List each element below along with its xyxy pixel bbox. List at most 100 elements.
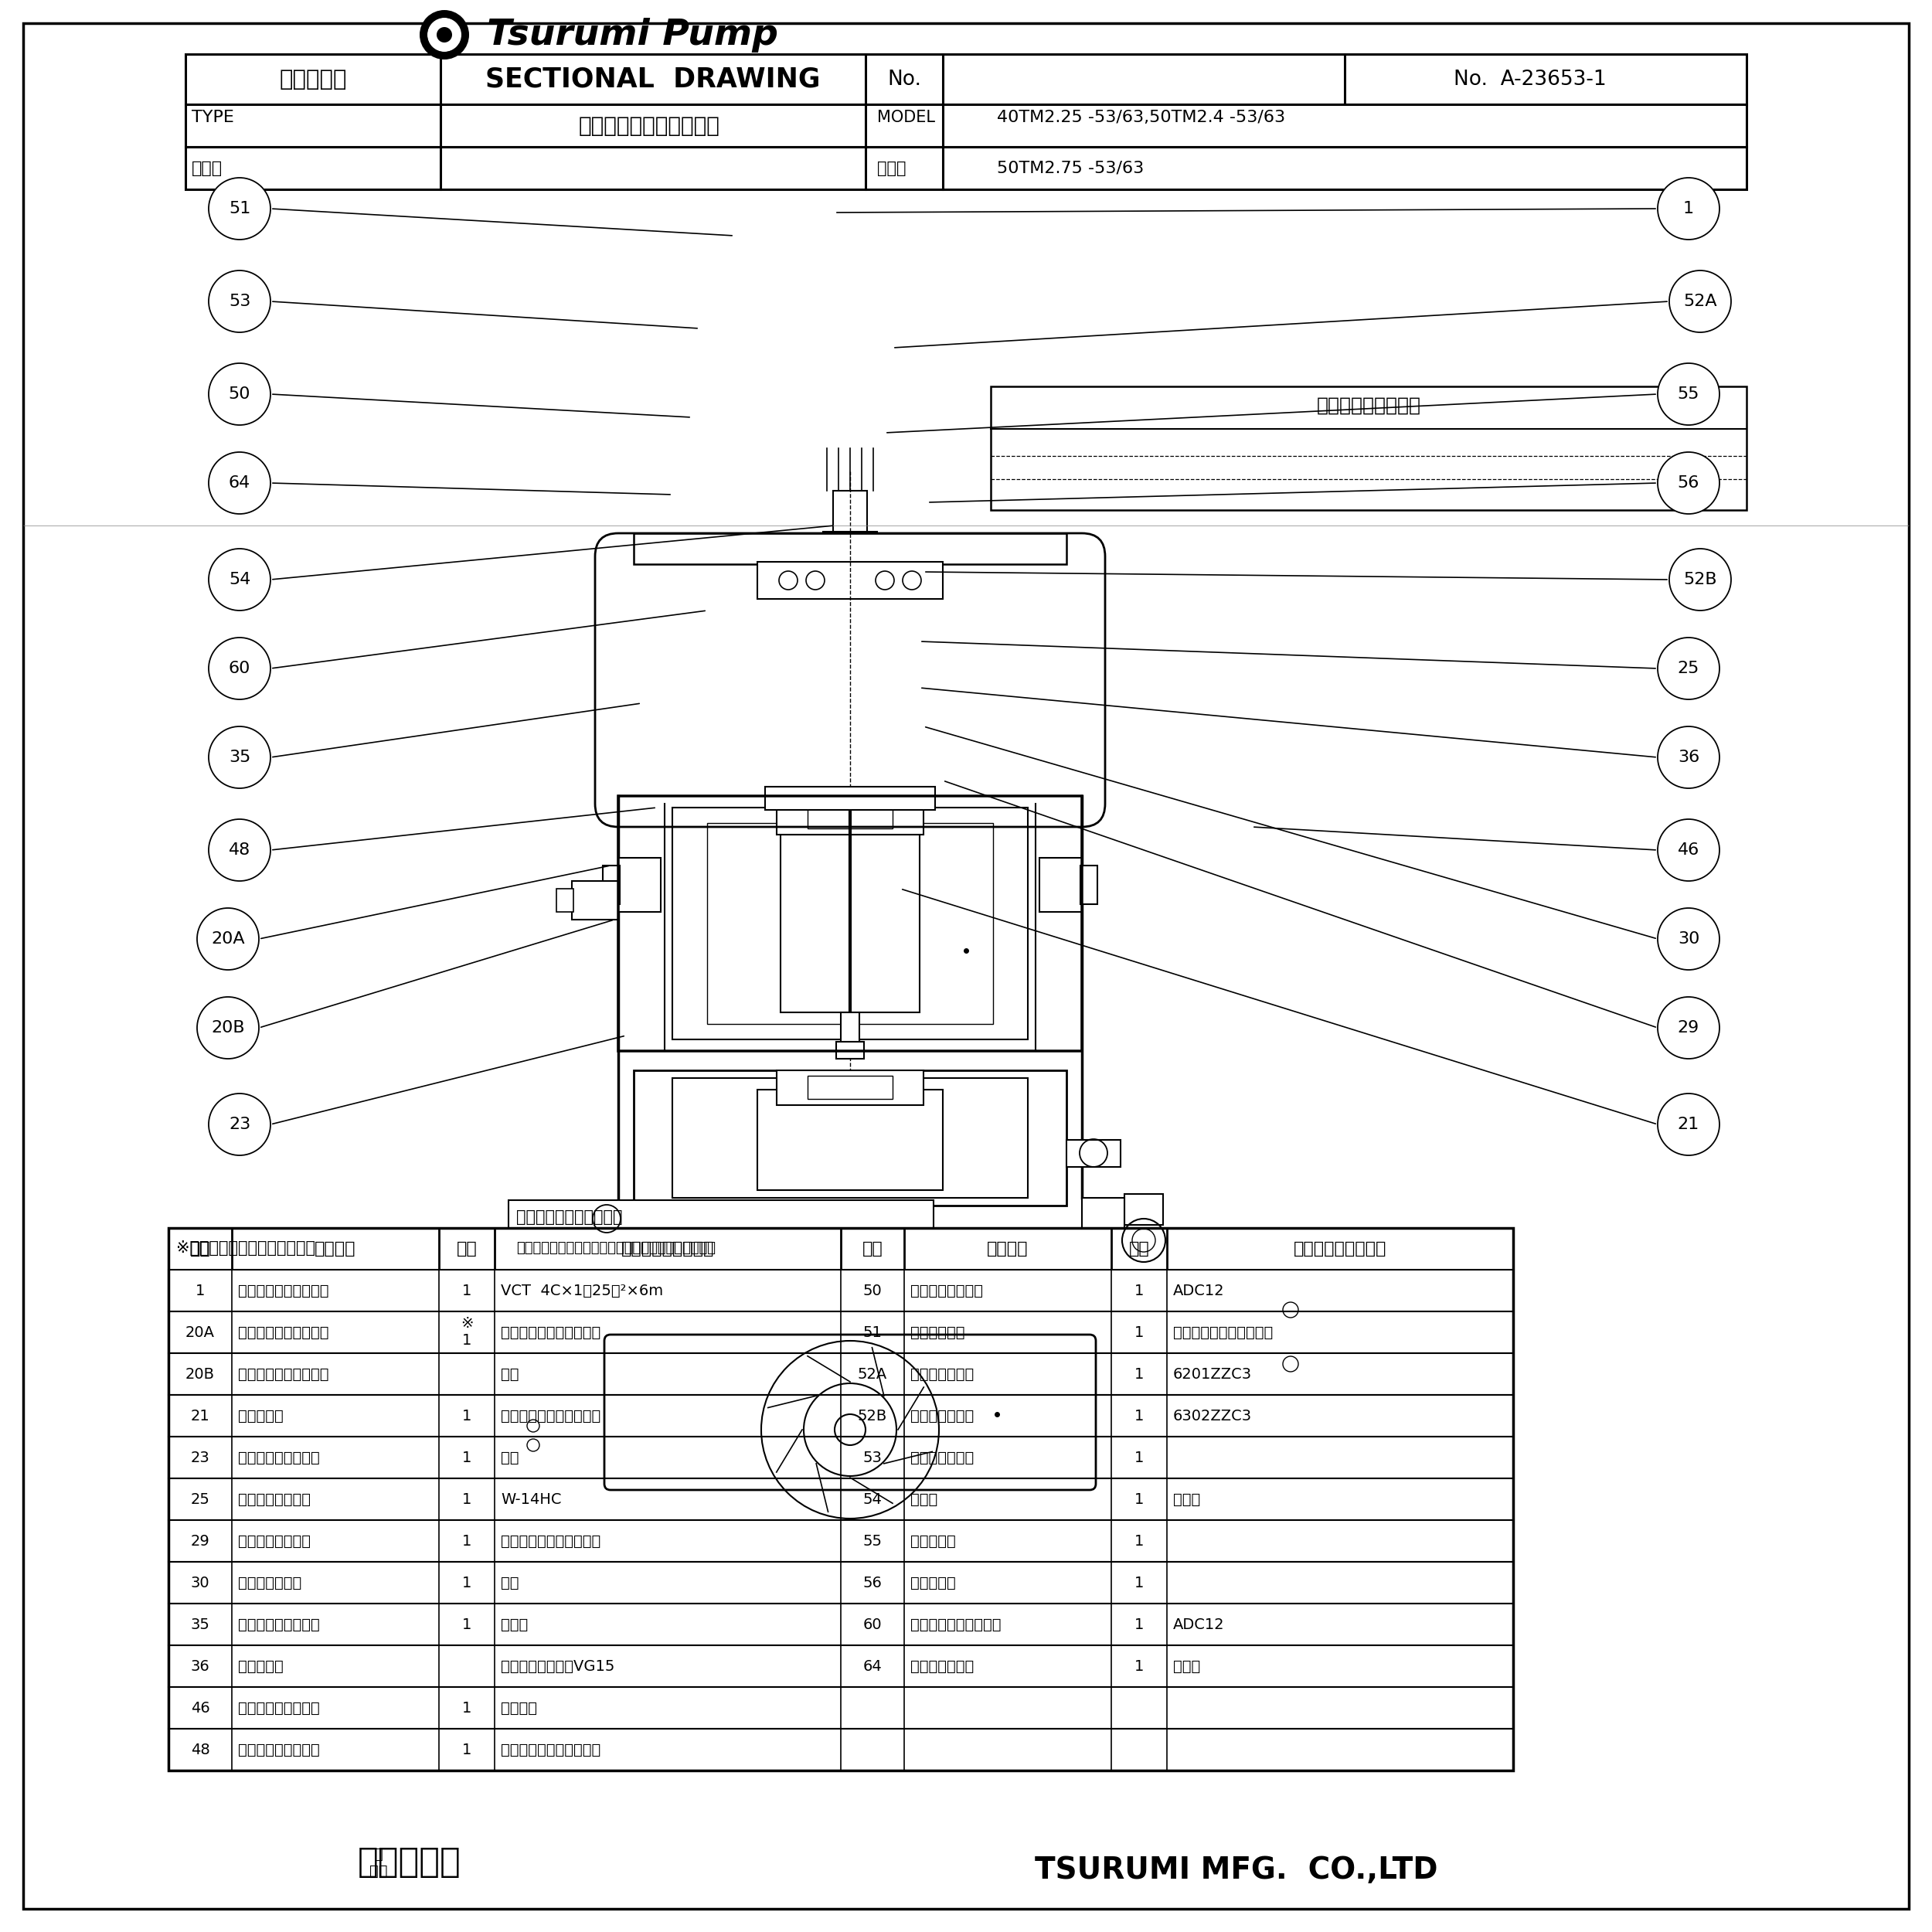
Circle shape	[1658, 638, 1719, 699]
Bar	[634, 1484, 1066, 1546]
Text: 品　　名: 品 名	[315, 1240, 355, 1256]
Bar	[634, 1279, 1066, 1341]
Bar	[168, 1478, 1513, 1520]
Text: 29: 29	[191, 1534, 211, 1548]
Text: 1: 1	[462, 1492, 471, 1507]
Circle shape	[1658, 363, 1719, 425]
Text: 樹脂（ガラス繊維入り）: 樹脂（ガラス繊維入り）	[500, 1743, 601, 1756]
Circle shape	[197, 908, 259, 970]
Text: 樹脂: 樹脂	[500, 1575, 520, 1590]
Text: 36: 36	[1677, 750, 1700, 765]
Text: 20A: 20A	[185, 1325, 214, 1339]
Text: 52A: 52A	[858, 1366, 887, 1381]
Bar	[185, 147, 1747, 189]
Text: ス　ト　レ　ー　ナ: ス ト レ ー ナ	[238, 1451, 321, 1464]
Text: モータ保護装置: モータ保護装置	[910, 1451, 974, 1464]
Circle shape	[197, 997, 259, 1059]
Bar	[1082, 1198, 1124, 1260]
Circle shape	[1658, 178, 1719, 240]
Text: 51: 51	[864, 1325, 883, 1339]
Bar	[808, 1076, 893, 1099]
Text: TYPE: TYPE	[191, 110, 234, 126]
Text: 1: 1	[462, 1617, 471, 1633]
Text: チタン: チタン	[1173, 1660, 1200, 1673]
Bar	[168, 1604, 1513, 1646]
Bar	[185, 104, 1747, 147]
Circle shape	[1658, 1094, 1719, 1155]
Text: 35: 35	[191, 1617, 211, 1633]
Text: 1: 1	[462, 1575, 471, 1590]
Text: エ　ア　バ　ル　ブ: エ ア バ ル ブ	[238, 1700, 321, 1716]
Circle shape	[209, 452, 270, 514]
Bar	[997, 1546, 1136, 1623]
Text: W-14HC: W-14HC	[500, 1492, 562, 1507]
Text: 20A: 20A	[211, 931, 245, 947]
Text: TSURUMI MFG.  CO.,LTD: TSURUMI MFG. CO.,LTD	[1036, 1855, 1437, 1886]
Text: ADC12: ADC12	[1173, 1283, 1225, 1298]
Bar	[168, 1646, 1513, 1687]
Text: 個数: 個数	[456, 1240, 477, 1256]
Bar	[168, 1352, 1513, 1395]
Text: 54: 54	[228, 572, 251, 587]
Bar	[1260, 1283, 1329, 1294]
Text: 53: 53	[864, 1451, 883, 1464]
Text: 樹脂（ガラス繊維入り）: 樹脂（ガラス繊維入り）	[500, 1534, 601, 1548]
Text: No.  A-23653-1: No. A-23653-1	[1453, 70, 1607, 89]
Bar	[168, 1520, 1513, 1561]
Bar	[1082, 1298, 1260, 1337]
Text: ベアリングハウジング: ベアリングハウジング	[910, 1617, 1001, 1633]
Bar	[168, 1229, 1513, 1269]
Text: 21: 21	[191, 1408, 211, 1424]
Bar	[556, 889, 574, 912]
Text: 上　部　軸　受: 上 部 軸 受	[910, 1366, 974, 1381]
Text: 鶴見製作所: 鶴見製作所	[357, 1845, 462, 1880]
Text: 6302ZZC3: 6302ZZC3	[1173, 1408, 1252, 1424]
Text: 54: 54	[864, 1492, 883, 1507]
Bar	[168, 1687, 1513, 1729]
Text: オイルリフター: オイルリフター	[238, 1575, 301, 1590]
Circle shape	[1658, 997, 1719, 1059]
Bar	[777, 800, 923, 835]
Circle shape	[437, 27, 452, 43]
Circle shape	[209, 638, 270, 699]
Text: チタン: チタン	[500, 1617, 527, 1633]
Text: SECTIONAL  DRAWING: SECTIONAL DRAWING	[485, 66, 821, 93]
Bar	[1314, 1271, 1345, 1329]
Bar	[580, 1206, 634, 1233]
Text: 55: 55	[1677, 386, 1700, 402]
Text: MODEL: MODEL	[877, 110, 935, 126]
Text: 1: 1	[462, 1743, 471, 1756]
Text: 25: 25	[191, 1492, 211, 1507]
Circle shape	[1669, 270, 1731, 332]
Text: ガラス球: ガラス球	[500, 1700, 537, 1716]
Text: 20B: 20B	[185, 1366, 214, 1381]
Text: 50TM2.75 -53/63: 50TM2.75 -53/63	[997, 160, 1144, 176]
Text: 上部ポンプケーシング: 上部ポンプケーシング	[238, 1325, 328, 1339]
Text: 56: 56	[1677, 475, 1700, 491]
Circle shape	[1658, 908, 1719, 970]
Bar	[508, 1200, 933, 1262]
Circle shape	[419, 10, 469, 60]
Circle shape	[1658, 452, 1719, 514]
Text: 1: 1	[462, 1534, 471, 1548]
Circle shape	[209, 726, 270, 788]
Bar	[765, 786, 935, 810]
Bar	[634, 533, 1066, 564]
Text: 40TM2.25 -53/63,50TM2.4 -53/63: 40TM2.25 -53/63,50TM2.4 -53/63	[997, 110, 1285, 126]
Text: No.: No.	[887, 70, 922, 89]
Text: 1: 1	[1134, 1492, 1144, 1507]
Bar	[168, 1312, 1513, 1352]
Bar	[757, 1090, 943, 1190]
Text: 海水用水中チタンポンプ: 海水用水中チタンポンプ	[578, 114, 721, 137]
Text: 23: 23	[228, 1117, 251, 1132]
Text: 下　部　軸　受: 下 部 軸 受	[910, 1408, 974, 1424]
Text: 50: 50	[228, 386, 251, 402]
Text: ヘッドカバー: ヘッドカバー	[910, 1325, 964, 1339]
Text: 樹脂: 樹脂	[500, 1451, 520, 1464]
Bar	[757, 562, 943, 599]
Text: 51: 51	[228, 201, 251, 216]
Text: 53: 53	[228, 294, 251, 309]
Text: 固　定　子: 固 定 子	[910, 1575, 956, 1590]
Text: 1: 1	[1134, 1617, 1144, 1633]
Circle shape	[209, 178, 270, 240]
